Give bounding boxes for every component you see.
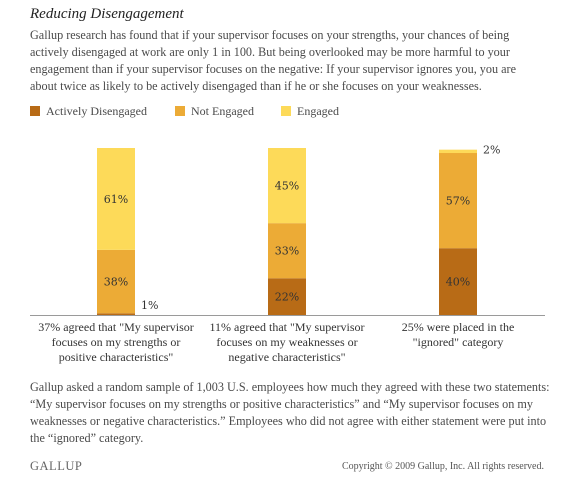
legend-label-engaged: Engaged <box>297 104 339 118</box>
bar-not-engaged-3 <box>439 153 477 249</box>
bar-engaged-1 <box>97 148 135 250</box>
category-label-1-line-2: focuses on my strengths or <box>52 335 181 349</box>
value-label-not-engaged-1: 38% <box>104 276 128 289</box>
legend-item-engaged: Engaged <box>281 104 339 119</box>
value-label-not-engaged-2: 33% <box>275 245 299 258</box>
value-label-engaged-3: 2% <box>483 144 500 157</box>
legend-item-not-engaged: Not Engaged <box>175 104 254 119</box>
bar-actively-disengaged-3 <box>439 248 477 315</box>
gallup-logo: GALLUP <box>30 459 83 473</box>
category-label-1-line-3: positive characteristics" <box>59 350 174 364</box>
legend-item-actively-disengaged: Actively Disengaged <box>30 104 147 119</box>
chart-title: Reducing Disengagement <box>30 6 184 22</box>
legend-swatch-actively-disengaged <box>30 106 40 116</box>
legend-label-actively-disengaged: Actively Disengaged <box>46 104 147 118</box>
bar-engaged-2 <box>268 148 306 224</box>
bar-actively-disengaged-1 <box>97 313 135 315</box>
bar-not-engaged-1 <box>97 249 135 314</box>
category-label-2-line-1: 11% agreed that "My supervisor <box>209 320 364 334</box>
bar-actively-disengaged-2 <box>268 278 306 315</box>
category-label-2-line-2: focuses on my weaknesses or <box>216 335 357 349</box>
value-label-engaged-2: 45% <box>275 180 299 193</box>
value-label-actively-disengaged-2: 22% <box>275 291 299 304</box>
category-label-2-line-3: negative characteristics" <box>228 350 345 364</box>
copyright-text: Copyright © 2009 Gallup, Inc. All rights… <box>341 461 544 472</box>
legend-swatch-engaged <box>281 106 291 116</box>
value-label-actively-disengaged-3: 40% <box>446 276 470 289</box>
intro-paragraph: Gallup research has found that if your s… <box>30 28 517 93</box>
bar-not-engaged-2 <box>268 223 306 279</box>
category-label-3-line-2: "ignored" category <box>413 335 504 349</box>
category-label-1-line-1: 37% agreed that "My supervisor <box>38 320 194 334</box>
bar-engaged-3 <box>439 149 477 154</box>
value-label-not-engaged-3: 57% <box>446 195 470 208</box>
value-label-actively-disengaged-1: 1% <box>141 299 158 312</box>
legend-swatch-not-engaged <box>175 106 185 116</box>
category-label-3-line-1: 25% were placed in the <box>402 320 515 334</box>
methodology-footnote: Gallup asked a random sample of 1,003 U.… <box>30 380 550 445</box>
value-label-engaged-1: 61% <box>104 193 128 206</box>
legend-label-not-engaged: Not Engaged <box>191 104 254 118</box>
